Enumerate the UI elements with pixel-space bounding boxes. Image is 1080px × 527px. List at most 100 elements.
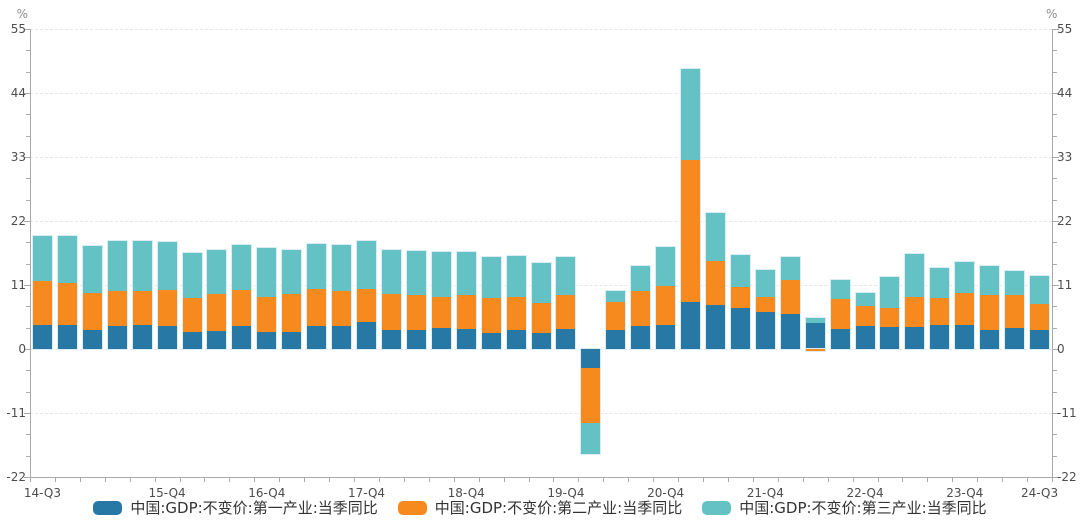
y-tick-minor — [1053, 242, 1057, 244]
y-tick-major — [1053, 285, 1059, 286]
x-tick-label: 22-Q4 — [846, 486, 884, 500]
bar-segment — [1005, 295, 1025, 329]
x-tick-label: 23-Q4 — [946, 486, 984, 500]
x-tick — [977, 478, 979, 482]
bar-segment — [57, 325, 77, 349]
x-tick — [952, 478, 954, 482]
bar-segment — [381, 330, 401, 349]
y-tick-label: 55 — [1057, 22, 1073, 36]
y-tick-minor — [26, 306, 30, 308]
x-tick — [329, 478, 331, 482]
y-axis-line-right — [1052, 29, 1053, 477]
bar-segment — [332, 291, 352, 327]
bar-group-24-Q1 — [979, 264, 1001, 350]
x-tick — [752, 478, 754, 482]
bar-segment — [855, 325, 875, 349]
bar-segment — [606, 302, 626, 330]
y-tick-minor — [26, 327, 30, 329]
legend-label: 中国:GDP:不变价:第三产业:当季同比 — [739, 499, 987, 517]
bar-segment — [805, 318, 825, 324]
y-tick-major — [24, 29, 30, 30]
y-tick-major — [24, 221, 30, 222]
bar-segment — [905, 327, 925, 349]
y-tick-major — [24, 413, 30, 414]
bar-segment — [481, 297, 501, 334]
legend-item-series-1[interactable]: 中国:GDP:不变价:第一产业:当季同比 — [93, 498, 378, 518]
x-tick — [154, 478, 156, 482]
x-tick-label: 19-Q4 — [547, 486, 585, 500]
x-tick — [30, 478, 31, 482]
x-tick-label: 15-Q4 — [148, 486, 186, 500]
bar-group-16-Q2 — [206, 248, 228, 350]
bar-segment — [606, 329, 626, 349]
bar-group-23-Q4 — [954, 260, 976, 350]
y-tick-label: 44 — [10, 86, 26, 100]
bar-group-19-Q2 — [505, 255, 527, 350]
bar-segment — [82, 246, 102, 294]
y-axis-line-left — [30, 29, 31, 477]
bar-group-18-Q4 — [455, 251, 477, 350]
x-tick — [827, 478, 829, 482]
bar-segment — [207, 294, 227, 331]
bar-group-17-Q1 — [281, 248, 303, 350]
bar-segment — [780, 280, 800, 315]
y-tick-label: -22 — [6, 470, 26, 484]
x-tick — [179, 478, 181, 482]
legend-item-series-2[interactable]: 中国:GDP:不变价:第二产业:当季同比 — [397, 498, 682, 518]
bar-segment — [431, 297, 451, 329]
x-tick-label: 14-Q3 — [23, 486, 62, 500]
bar-group-15-Q4 — [156, 240, 178, 350]
bar-segment — [930, 297, 950, 325]
bar-segment — [955, 261, 975, 293]
bar-group-20-Q3 — [630, 265, 652, 350]
y-tick-label: -11 — [1057, 406, 1077, 420]
bar-segment — [307, 244, 327, 290]
y-tick-major — [1053, 349, 1059, 350]
bar-segment — [531, 333, 551, 349]
y-tick-minor — [26, 242, 30, 244]
bar-segment — [431, 328, 451, 349]
x-axis-line — [30, 477, 1053, 478]
x-tick — [578, 478, 580, 482]
y-tick-minor — [26, 114, 30, 116]
bar-group-18-Q2 — [405, 249, 427, 350]
bar-segment — [107, 241, 127, 291]
bar-segment — [880, 276, 900, 309]
bar-segment — [755, 270, 775, 298]
bar-segment — [232, 325, 252, 349]
y-tick-minor — [1053, 178, 1057, 180]
bar-segment — [506, 256, 526, 298]
y-tick-minor — [1053, 327, 1057, 329]
bar-segment — [980, 294, 1000, 330]
bar-segment — [880, 308, 900, 328]
bar-segment — [855, 305, 875, 326]
y-tick-minor — [26, 178, 30, 180]
bar-group-17-Q4 — [356, 239, 377, 350]
bar-segment — [656, 246, 676, 286]
bar-segment — [805, 349, 825, 352]
bar-group-21-Q2 — [704, 211, 726, 350]
y-tick-minor — [1053, 114, 1057, 116]
legend-swatch — [93, 501, 123, 515]
legend-item-series-3[interactable]: 中国:GDP:不变价:第三产业:当季同比 — [702, 498, 987, 518]
y-tick-label: 22 — [10, 214, 26, 228]
x-tick — [304, 478, 306, 482]
bar-segment — [431, 252, 451, 298]
bar-group-16-Q4 — [256, 246, 278, 350]
bar-segment — [107, 326, 127, 349]
y-tick-minor — [1053, 263, 1057, 265]
bar-segment — [1030, 275, 1050, 304]
bar-segment — [930, 267, 950, 298]
bar-segment — [307, 289, 327, 327]
x-tick — [478, 478, 480, 482]
bar-segment — [855, 292, 875, 306]
bar-segment — [182, 332, 202, 349]
bar-segment — [456, 294, 476, 329]
x-tick — [428, 478, 430, 482]
bar-segment — [705, 261, 725, 305]
x-tick — [503, 478, 505, 482]
bar-segment — [132, 241, 152, 292]
y-tick-label: 55 — [10, 22, 26, 36]
x-tick — [902, 478, 904, 482]
bar-segment — [332, 326, 352, 349]
